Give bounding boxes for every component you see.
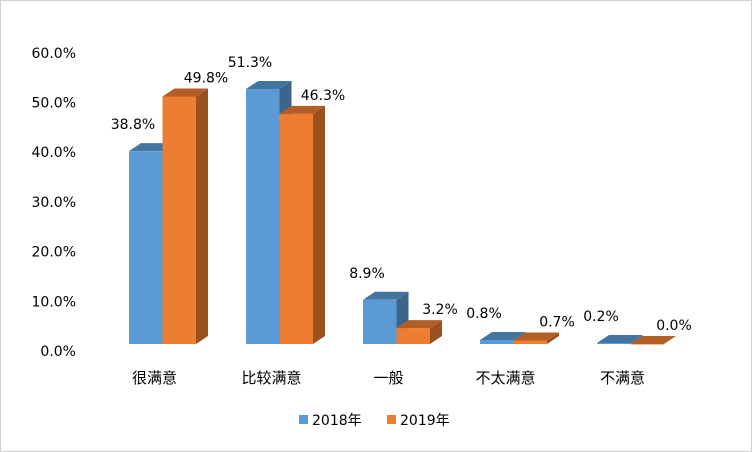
data-label: 0.0% xyxy=(656,318,692,334)
y-tick-label: 40.0% xyxy=(32,145,76,161)
data-label: 38.8% xyxy=(111,117,155,133)
bar-top xyxy=(480,332,526,341)
bar xyxy=(246,89,280,344)
x-tick-label: 很满意 xyxy=(132,369,177,387)
bar xyxy=(162,96,196,344)
y-tick-label: 50.0% xyxy=(32,96,76,112)
legend-label: 2019年 xyxy=(400,413,450,429)
y-tick-label: 20.0% xyxy=(32,245,76,261)
bar-side xyxy=(630,335,643,344)
bar-top xyxy=(630,336,676,344)
data-label: 8.9% xyxy=(349,266,385,282)
bar-side xyxy=(547,332,559,344)
bar xyxy=(480,340,514,344)
bar xyxy=(630,344,664,345)
data-label: 3.2% xyxy=(422,302,458,318)
bar-side xyxy=(196,88,208,344)
y-tick-label: 30.0% xyxy=(32,195,76,211)
bar xyxy=(363,299,397,344)
x-tick-label: 一般 xyxy=(373,369,403,387)
bar-side xyxy=(313,105,325,344)
bar-side xyxy=(430,320,442,344)
data-label: 0.8% xyxy=(466,306,502,322)
y-tick-label: 0.0% xyxy=(40,344,76,360)
x-tick-label: 不满意 xyxy=(600,369,645,387)
bar xyxy=(129,151,163,344)
data-label: 49.8% xyxy=(184,70,228,86)
x-tick-label: 不太满意 xyxy=(475,369,535,387)
bar-top xyxy=(246,81,292,90)
bar-top xyxy=(363,291,409,300)
data-label: 51.3% xyxy=(228,55,272,71)
bar-top xyxy=(597,335,643,344)
bar xyxy=(396,328,430,344)
legend-swatch xyxy=(299,415,308,424)
bar-top xyxy=(396,320,442,329)
data-label: 0.7% xyxy=(539,315,575,331)
bar-top xyxy=(279,105,325,114)
bar xyxy=(597,343,631,344)
bar-top xyxy=(162,88,208,97)
bar xyxy=(513,340,547,344)
legend-label: 2018年 xyxy=(312,413,362,429)
data-label: 0.2% xyxy=(583,309,619,325)
bar xyxy=(279,113,313,344)
y-tick-label: 10.0% xyxy=(32,294,76,310)
bar-top xyxy=(513,332,559,341)
legend-swatch xyxy=(387,415,396,424)
y-tick-label: 60.0% xyxy=(32,46,76,62)
data-label: 46.3% xyxy=(301,88,345,104)
x-tick-label: 比较满意 xyxy=(241,369,301,387)
